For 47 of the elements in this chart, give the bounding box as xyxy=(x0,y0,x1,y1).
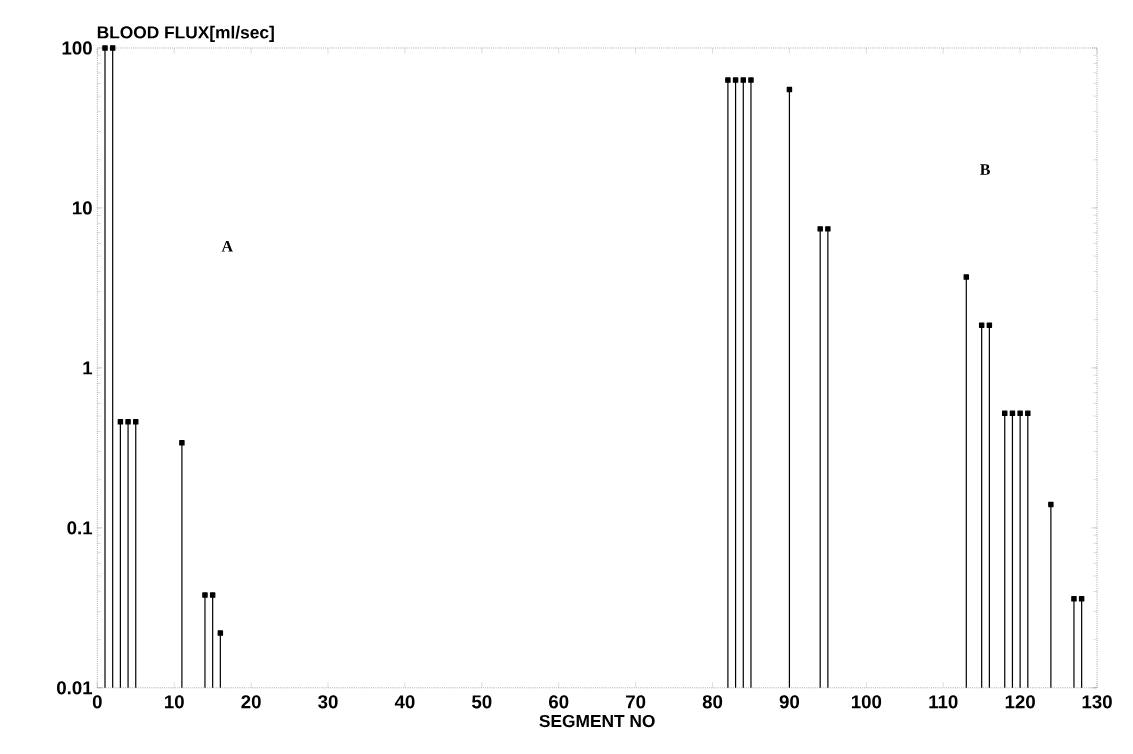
x-tick-label: 100 xyxy=(851,694,882,709)
point xyxy=(817,225,823,232)
x-tick-label: 80 xyxy=(702,694,723,709)
point xyxy=(102,45,108,51)
point xyxy=(133,418,139,425)
x-tick-label: 110 xyxy=(929,694,958,709)
point xyxy=(1071,595,1077,602)
point xyxy=(125,418,131,425)
point xyxy=(202,592,208,598)
point xyxy=(109,45,116,51)
point xyxy=(748,77,754,83)
annotation: A xyxy=(221,240,233,252)
point xyxy=(725,77,731,83)
x-tick-label: 10 xyxy=(165,694,184,709)
x-tick-label: 120 xyxy=(1005,694,1035,709)
point xyxy=(978,322,985,328)
y-tick-label: 0.1 xyxy=(67,521,93,535)
y-tick-label: 100 xyxy=(62,41,92,55)
point xyxy=(1078,595,1085,602)
annotation: B xyxy=(980,164,990,175)
point xyxy=(179,439,185,446)
x-tick-label: 90 xyxy=(779,694,800,709)
point xyxy=(209,592,216,598)
x-tick-label: 30 xyxy=(318,694,338,709)
x-tick-label: 130 xyxy=(1082,694,1112,709)
x-tick-label: 50 xyxy=(472,694,492,709)
x-tick-label: 0 xyxy=(92,694,102,709)
x-tick-label: 70 xyxy=(626,694,646,709)
point xyxy=(732,77,739,83)
point xyxy=(963,274,970,280)
point xyxy=(740,77,747,83)
y-tick-label: 10 xyxy=(73,201,92,215)
point xyxy=(1002,410,1008,416)
point xyxy=(1048,501,1054,507)
y-tick-label: 1 xyxy=(83,361,93,375)
x-axis-title: SEGMENT NO xyxy=(539,714,655,727)
point xyxy=(1017,410,1023,416)
y-axis-title: BLOOD FLUX[ml/sec] xyxy=(97,25,274,42)
point xyxy=(1025,410,1031,416)
x-tick-label: 60 xyxy=(549,694,569,709)
y-tick-label: 0.01 xyxy=(57,680,93,695)
x-tick-label: 20 xyxy=(241,694,261,709)
point xyxy=(217,630,224,636)
x-tick-label: 40 xyxy=(394,694,415,709)
point xyxy=(986,322,993,328)
point xyxy=(825,225,831,232)
point xyxy=(117,418,124,425)
